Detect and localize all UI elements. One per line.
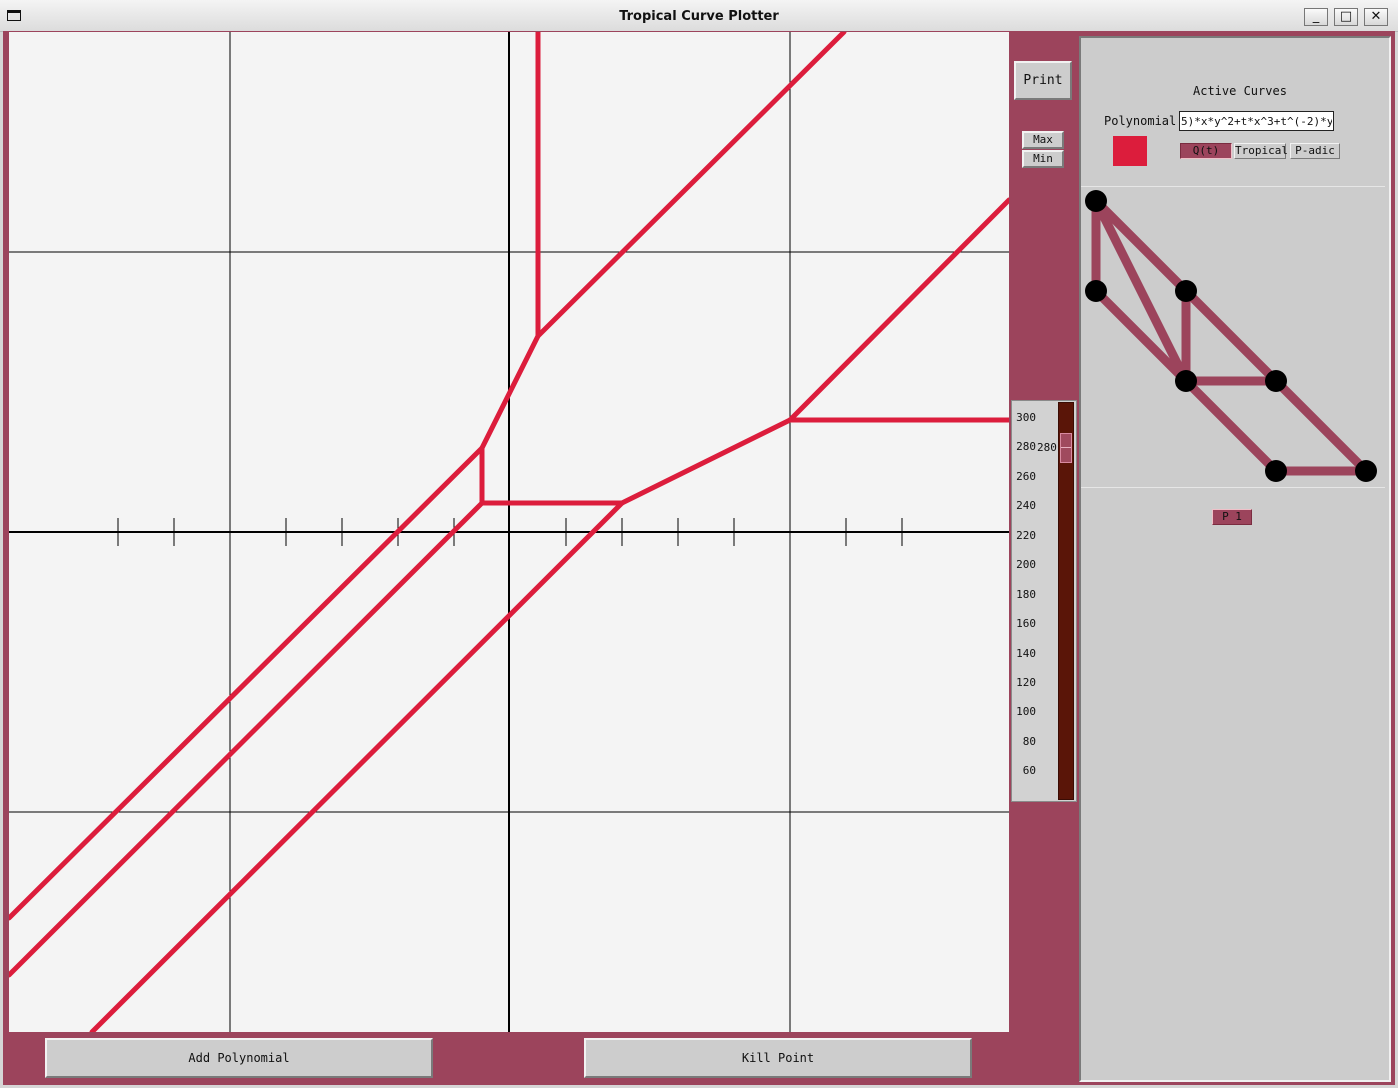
add-polynomial-button[interactable]: Add Polynomial [45, 1038, 433, 1078]
scale-tick-label: 220 [1016, 529, 1036, 542]
scale-tick-label: 260 [1016, 470, 1036, 483]
polynomial-input[interactable] [1179, 111, 1334, 131]
newton-polygon[interactable] [1081, 186, 1385, 488]
lattice-point [1265, 370, 1287, 392]
scale-tick-label: 180 [1016, 588, 1036, 601]
active-curves-panel [1079, 36, 1391, 1082]
lattice-point [1085, 190, 1107, 212]
scale-tick-label: 60 [1022, 764, 1036, 777]
newton-lattice-points[interactable] [1085, 190, 1377, 482]
curve-color-swatch[interactable] [1113, 136, 1147, 166]
scale-trough[interactable] [1058, 402, 1074, 800]
curve-ray-lower-1 [9, 445, 485, 921]
active-curves-heading: Active Curves [1193, 84, 1287, 98]
scale-tick-label: 200 [1016, 558, 1036, 571]
close-button[interactable]: ✕ [1364, 8, 1388, 26]
curve-upper-branch [479, 32, 1009, 506]
lattice-point [1175, 370, 1197, 392]
min-button[interactable]: Min [1022, 150, 1064, 168]
print-button[interactable]: Print [1014, 61, 1072, 100]
mode-padic-button[interactable]: P-adic [1290, 143, 1340, 159]
scale-tick-label: 300 [1016, 411, 1036, 424]
max-button[interactable]: Max [1022, 131, 1064, 149]
newton-polygon-svg [1085, 190, 1377, 482]
scale-tick-label: 120 [1016, 676, 1036, 689]
minimize-button[interactable]: _ [1304, 8, 1328, 26]
curve-ray-lower-2 [9, 500, 485, 978]
scale-current-value: 280 [1037, 441, 1057, 454]
plot-svg [9, 32, 1009, 1032]
scale-tick-label: 280 [1016, 440, 1036, 453]
lattice-point [1085, 280, 1107, 302]
mode-qt-button[interactable]: Q(t) [1180, 143, 1232, 159]
window-title: Tropical Curve Plotter [619, 9, 779, 24]
newton-subdivision-edges [1091, 196, 1371, 476]
curve-ray-lower-3 [89, 500, 625, 1032]
window-icon[interactable] [7, 10, 21, 21]
scale-tick-label: 80 [1022, 735, 1036, 748]
scale-tick-label: 100 [1016, 705, 1036, 718]
kill-point-button[interactable]: Kill Point [584, 1038, 972, 1078]
axes [9, 32, 1009, 1032]
scale-tick-label: 240 [1016, 499, 1036, 512]
mode-tropical-button[interactable]: Tropical [1234, 143, 1288, 159]
lattice-point [1355, 460, 1377, 482]
scale-tick-label: 140 [1016, 647, 1036, 660]
slider-handle[interactable] [1060, 433, 1072, 463]
tropical-curve-canvas[interactable] [9, 32, 1009, 1032]
maximize-button[interactable]: □ [1334, 8, 1358, 26]
scale-tick-label: 160 [1016, 617, 1036, 630]
point-p1-button[interactable]: P 1 [1212, 509, 1252, 525]
divider [1081, 487, 1385, 488]
lattice-point [1265, 460, 1287, 482]
scale-tick-labels: 300 280 260 240 220 200 180 160 140 120 … [1012, 401, 1058, 801]
polynomial-label: Polynomial 1 [1104, 114, 1191, 128]
divider [1081, 186, 1385, 187]
lattice-point [1175, 280, 1197, 302]
scale-widget: 300 280 260 240 220 200 180 160 140 120 … [1011, 400, 1077, 802]
tropical-curve[interactable] [9, 32, 1009, 1032]
